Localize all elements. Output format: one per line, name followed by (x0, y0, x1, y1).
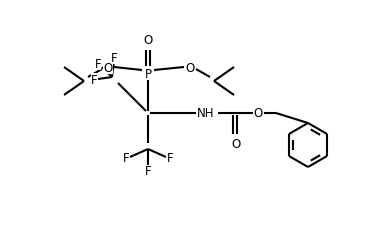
Text: F: F (123, 151, 129, 164)
Text: O: O (103, 61, 112, 74)
Text: F: F (91, 73, 97, 86)
Text: O: O (144, 33, 153, 46)
Text: O: O (185, 61, 195, 74)
Text: F: F (111, 51, 117, 64)
Text: F: F (95, 57, 101, 70)
Text: F: F (145, 165, 151, 178)
Text: P: P (145, 67, 151, 80)
Text: NH: NH (197, 107, 215, 120)
Text: F: F (167, 151, 173, 164)
Text: O: O (231, 138, 240, 151)
Text: O: O (253, 107, 263, 120)
